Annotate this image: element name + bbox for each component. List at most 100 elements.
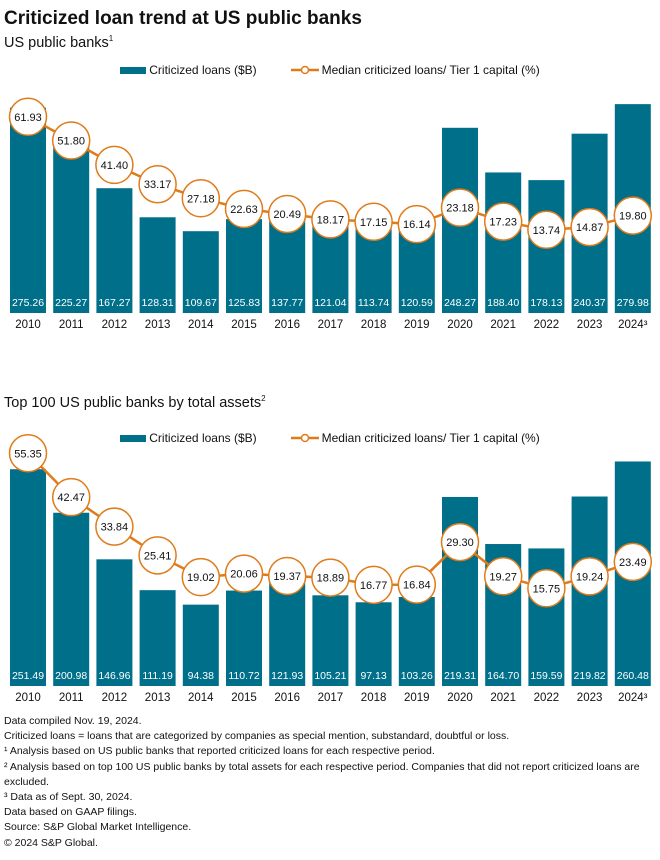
bar <box>312 595 349 686</box>
x-tick-label: 2019 <box>404 692 430 704</box>
line-point <box>51 477 91 517</box>
line-value-label: 19.02 <box>187 572 215 584</box>
bar <box>226 590 262 686</box>
bar-value-label: 167.27 <box>98 297 130 309</box>
bar-value-label: 103.26 <box>401 670 433 682</box>
line-point <box>181 557 221 597</box>
bar <box>355 228 392 313</box>
line-value-label: 19.80 <box>619 211 647 223</box>
bar-value-label: 121.93 <box>271 670 303 682</box>
line-point <box>397 565 437 604</box>
legend-line-label: Median criticized loans/ Tier 1 capital … <box>321 63 540 77</box>
x-tick-label: 2012 <box>102 692 128 704</box>
x-tick-label: 2023 <box>577 692 603 704</box>
line-value-label: 19.37 <box>273 571 301 583</box>
line-point <box>527 210 566 250</box>
x-tick-label: 2018 <box>361 692 387 704</box>
subtitle-2-sup: 2 <box>261 394 266 403</box>
x-tick-label: 2014 <box>188 319 214 331</box>
footnote: © 2024 S&P Global. <box>4 836 98 849</box>
line-value-label: 61.93 <box>14 112 42 124</box>
line-point <box>311 200 350 239</box>
x-tick-label: 2013 <box>145 692 171 704</box>
legend-bar-label: Criticized loans ($B) <box>149 63 257 77</box>
line-value-label: 13.74 <box>533 225 561 237</box>
x-tick-label: 2015 <box>231 319 257 331</box>
bar <box>10 107 46 313</box>
bar <box>398 596 435 686</box>
bar <box>355 602 392 686</box>
line-point <box>224 189 264 229</box>
subtitle-2: Top 100 US public banks by total assets2 <box>4 394 266 411</box>
line-value-label: 25.41 <box>144 550 172 562</box>
bar-value-label: 164.70 <box>487 670 519 682</box>
line-value-label: 42.47 <box>57 492 85 504</box>
line-value-label: 20.06 <box>230 569 258 581</box>
legend-line-label: Median criticized loans/ Tier 1 capital … <box>321 431 540 445</box>
x-tick-label: 2014 <box>188 692 214 704</box>
line-point <box>267 556 307 596</box>
bar-value-label: 111.19 <box>142 670 173 682</box>
line-point <box>613 196 653 235</box>
bar-value-label: 159.59 <box>530 670 562 682</box>
chart-title: Criticized loan trend at US public banks <box>4 8 362 29</box>
legend-2: Criticized loans ($B) Median criticized … <box>0 431 660 445</box>
bar-value-label: 121.04 <box>314 297 346 309</box>
line-point <box>397 204 437 244</box>
bar-value-label: 200.98 <box>55 670 87 682</box>
bar <box>182 231 219 313</box>
line-value-label: 19.24 <box>576 571 604 583</box>
line-value-label: 23.49 <box>619 557 647 569</box>
line-point <box>181 179 221 218</box>
line-point <box>8 434 48 473</box>
bar-swatch <box>120 66 147 74</box>
legend-bar-label: Criticized loans ($B) <box>149 431 257 445</box>
line-point <box>138 536 177 575</box>
line-point <box>95 507 134 546</box>
x-tick-label: 2020 <box>447 692 473 704</box>
x-tick-label: 2016 <box>274 319 300 331</box>
line-point <box>483 202 523 241</box>
bar-value-label: 128.31 <box>142 297 174 309</box>
bar-value-label: 219.31 <box>444 670 476 682</box>
line-point <box>440 188 480 227</box>
line-point <box>483 557 523 596</box>
bar-value-label: 113.74 <box>358 297 389 309</box>
line-point <box>354 202 393 242</box>
bar-value-label: 219.82 <box>574 670 606 682</box>
line-swatch-icon <box>290 65 319 75</box>
line-value-label: 33.17 <box>144 179 172 191</box>
line-point <box>440 522 480 562</box>
x-tick-label: 2019 <box>404 319 430 331</box>
line-value-label: 41.40 <box>101 160 129 172</box>
footnotes: Data compiled Nov. 19, 2024. Criticized l… <box>4 714 654 851</box>
line-value-label: 17.15 <box>360 217 388 229</box>
x-tick-label: 2024³ <box>618 319 648 331</box>
line-value-label: 15.75 <box>533 583 561 595</box>
bar-value-label: 125.83 <box>228 297 260 309</box>
bar-value-label: 240.37 <box>574 297 606 309</box>
footnote: Source: S&P Global Market Intelligence. <box>4 821 192 834</box>
line-swatch-icon <box>290 433 319 443</box>
legend-line: Median criticized loans/ Tier 1 capital … <box>290 431 540 445</box>
line-point <box>354 565 393 605</box>
line-point <box>224 554 264 593</box>
x-tick-label: 2022 <box>534 319 560 331</box>
bar-value-label: 105.21 <box>314 670 346 682</box>
subtitle-1: US public banks1 <box>4 34 113 51</box>
bar <box>96 188 133 313</box>
x-tick-label: 2024³ <box>618 692 648 704</box>
line-point <box>570 207 609 247</box>
bar-swatch <box>120 434 147 442</box>
bar <box>10 469 46 686</box>
x-tick-label: 2015 <box>231 692 257 704</box>
line-value-label: 27.18 <box>187 193 215 205</box>
legend-line: Median criticized loans/ Tier 1 capital … <box>290 63 540 77</box>
x-tick-label: 2021 <box>490 692 516 704</box>
line-point <box>613 542 653 582</box>
line-value-label: 16.84 <box>403 580 431 592</box>
bar <box>269 580 306 686</box>
x-tick-label: 2010 <box>15 692 41 704</box>
bar <box>53 512 90 686</box>
